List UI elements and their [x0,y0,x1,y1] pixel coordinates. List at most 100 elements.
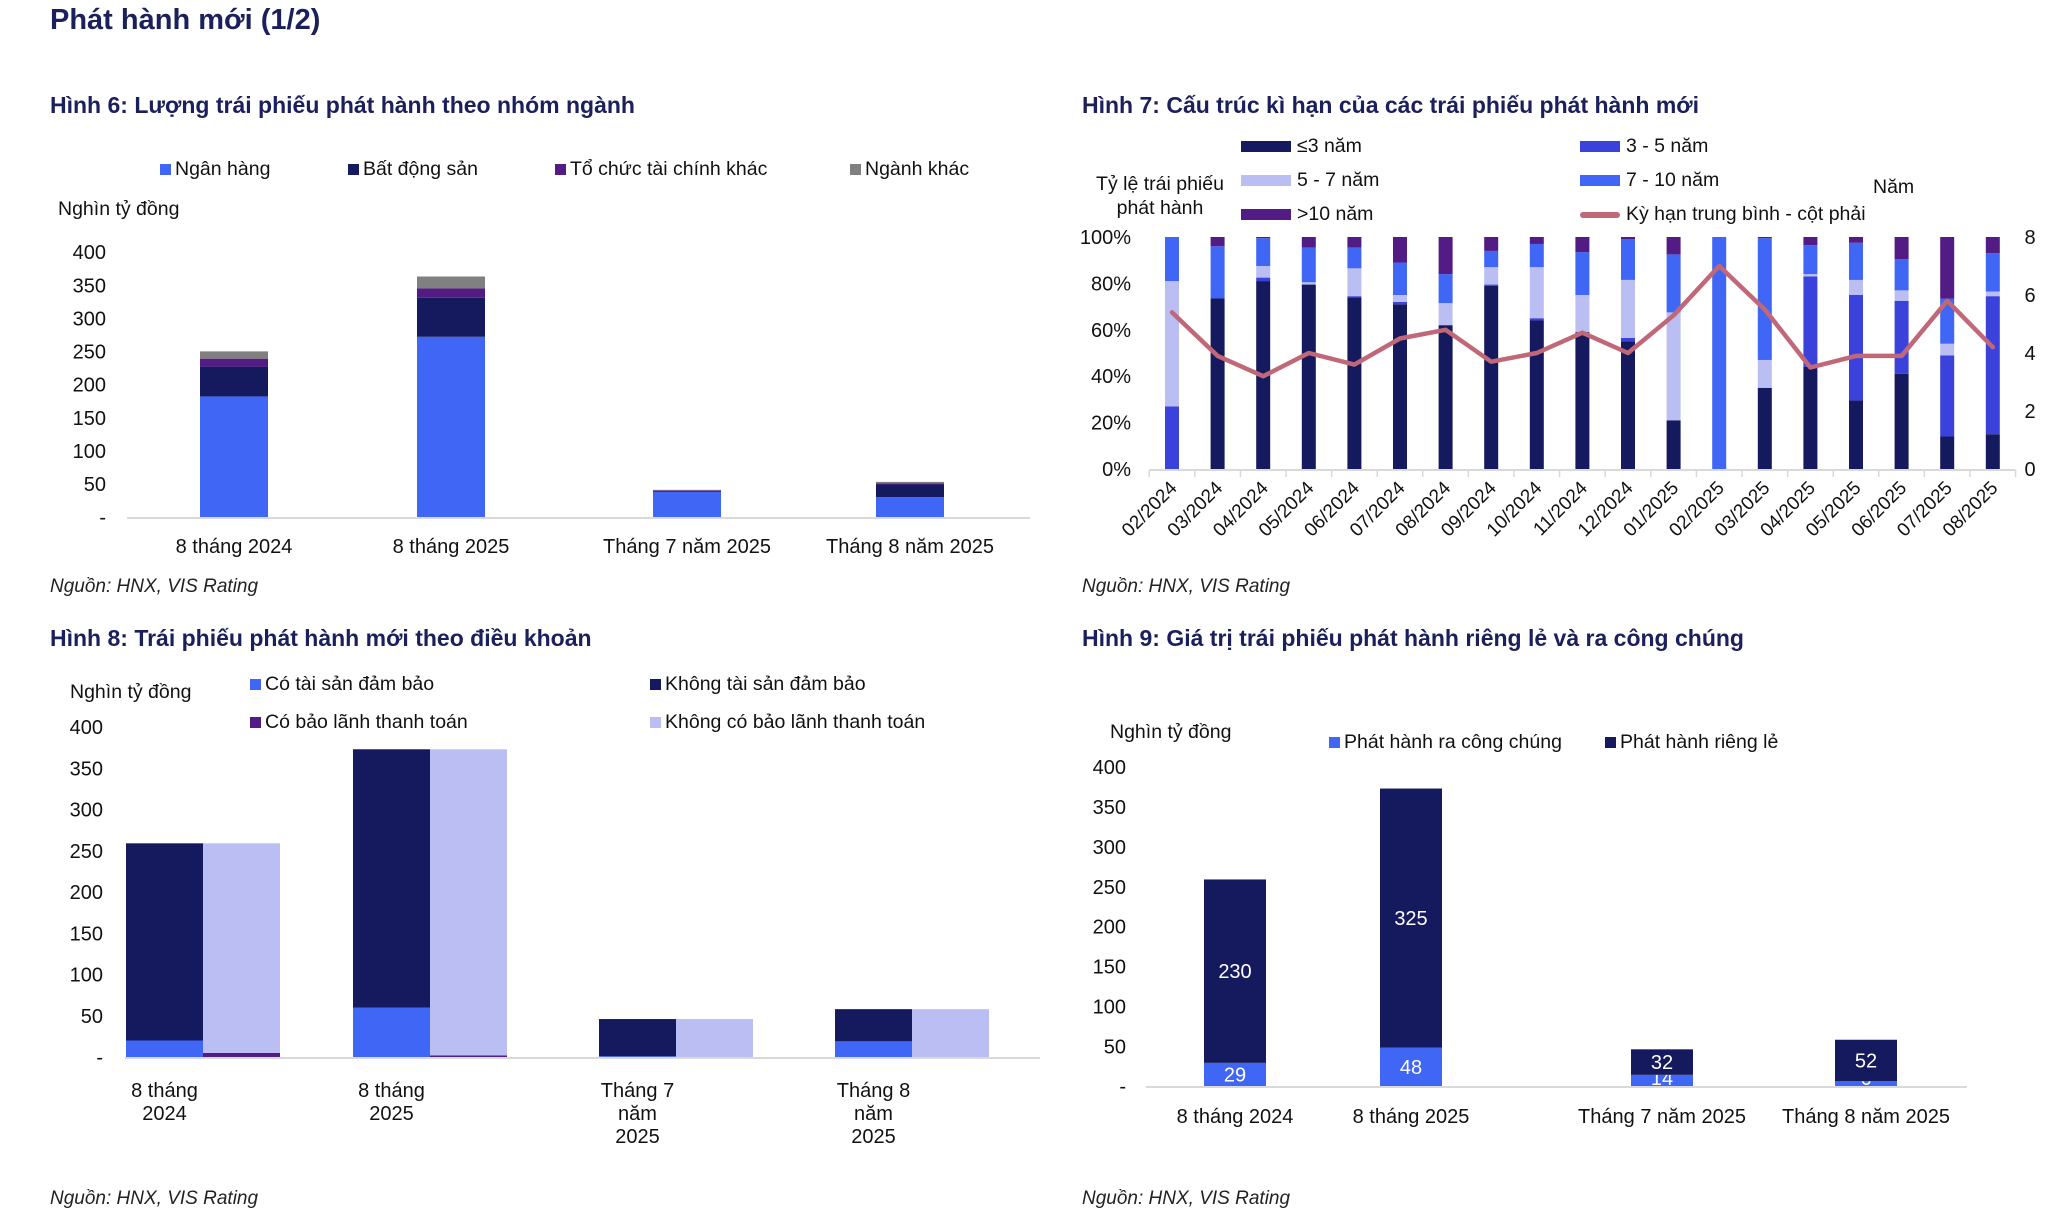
y2-tick-label: 0 [2024,459,2035,481]
data-label: 52 [1855,1050,1877,1072]
data-label: 32 [1651,1052,1673,1074]
bar-segment [1849,401,1863,469]
bar-segment [1439,303,1453,325]
bar-segment [1621,338,1635,341]
bar-segment [1439,237,1453,274]
x-tick-label: 2025 [615,1126,660,1148]
bar-segment [430,1055,507,1057]
bar-segment [1530,267,1544,318]
fig7-legend-item: 7 - 10 năm [1580,169,1719,192]
bar-segment [1393,237,1407,263]
bar-segment [1530,237,1544,244]
y-tick-label: 0% [1102,459,1131,481]
bar-segment [1302,282,1316,284]
bar-segment [1484,237,1498,251]
bar-segment [1986,237,2000,253]
x-tick-label: Tháng 7 năm 2025 [603,536,771,558]
bar-segment [1256,266,1270,278]
y-tick-label: 400 [73,242,106,264]
y-tick-label: 150 [1093,957,1126,979]
fig8-source: Nguồn: HNX, VIS Rating [50,1188,258,1210]
bar-segment [417,288,485,297]
legend-swatch [1580,175,1620,186]
bar-segment [126,843,203,1040]
y-tick-label: 100 [73,441,106,463]
bar-segment [126,1041,203,1058]
x-tick-label: Tháng 8 năm 2025 [1782,1106,1950,1128]
bar-segment [1530,321,1544,469]
legend-label: 5 - 7 năm [1297,169,1379,192]
bar-segment [1393,295,1407,302]
bar-segment [1165,281,1179,406]
bar-segment [353,1008,430,1058]
x-tick-label: 8 tháng [131,1080,198,1102]
y-tick-label: 300 [70,800,103,822]
bar-segment [1621,237,1635,239]
bar-segment [653,490,721,491]
y2-tick-label: 4 [2024,343,2035,365]
legend-label: 7 - 10 năm [1626,169,1719,192]
y-tick-label: 400 [70,717,103,739]
bar-segment [599,1019,676,1056]
bar-segment [1940,437,1954,469]
bar-segment [200,396,268,517]
bar-segment [1484,286,1498,469]
legend-label: Không tài sản đảm bảo [665,673,866,696]
bar-segment [353,749,430,1007]
legend-swatch [250,679,261,690]
bar-segment [1439,274,1453,303]
bar-segment [430,749,507,1055]
y-tick-label: 350 [73,275,106,297]
y2-tick-label: 2 [2024,401,2035,423]
x-tick-label: 2025 [369,1103,414,1125]
bar-segment [876,483,944,484]
bar-segment [1211,298,1225,469]
x-tick-label: Tháng 7 năm 2025 [1578,1106,1746,1128]
bar-segment [1803,367,1817,469]
bar-segment [1347,297,1361,469]
fig8-title: Hình 8: Trái phiếu phát hành mới theo đi… [50,625,592,652]
bar-segment [203,843,280,1053]
bar-segment [1895,259,1909,290]
bar-segment [417,337,485,517]
bar-segment [1803,237,1817,245]
y-tick-label: 40% [1091,366,1131,388]
fig6-source: Nguồn: HNX, VIS Rating [50,576,258,598]
data-label: 230 [1218,961,1251,983]
y-tick-label: 200 [70,882,103,904]
y-tick-label: 50 [84,474,106,496]
bar-segment [1667,420,1681,469]
bar-segment [1895,237,1909,259]
fig7-legend-item: 5 - 7 năm [1241,169,1379,192]
bar-segment [1393,302,1407,304]
bar-segment [1986,292,2000,297]
y-tick-label: 100 [70,965,103,987]
y-tick-label: 250 [70,841,103,863]
bar-segment [1758,388,1772,469]
y-tick-label: 200 [73,375,106,397]
bar-segment [1621,280,1635,338]
x-tick-label: 8 tháng [358,1080,425,1102]
bar-segment [1256,278,1270,281]
bar-segment [1575,332,1589,469]
bar-segment [1849,295,1863,401]
bar-segment [1758,238,1772,360]
y-tick-label: 80% [1091,273,1131,295]
fig9-source: Nguồn: HNX, VIS Rating [1082,1188,1290,1210]
y-tick-label: 20% [1091,413,1131,435]
bar-segment [1667,254,1681,312]
bar-segment [876,482,944,483]
bar-segment [1986,253,2000,291]
bar-segment [1530,318,1544,320]
bar-segment [1484,267,1498,284]
bar-segment [1165,237,1179,281]
fig8-legend-item: Không tài sản đảm bảo [650,673,866,696]
fig7-chart: 0%20%40%60%80%100%0246802/202403/202404/… [1040,200,2060,570]
bar-segment [876,497,944,517]
data-label: 325 [1394,908,1427,930]
bar-segment [1575,295,1589,332]
bar-segment [653,492,721,517]
bar-segment [1575,252,1589,295]
x-tick-label: 8 tháng 2025 [1353,1106,1470,1128]
